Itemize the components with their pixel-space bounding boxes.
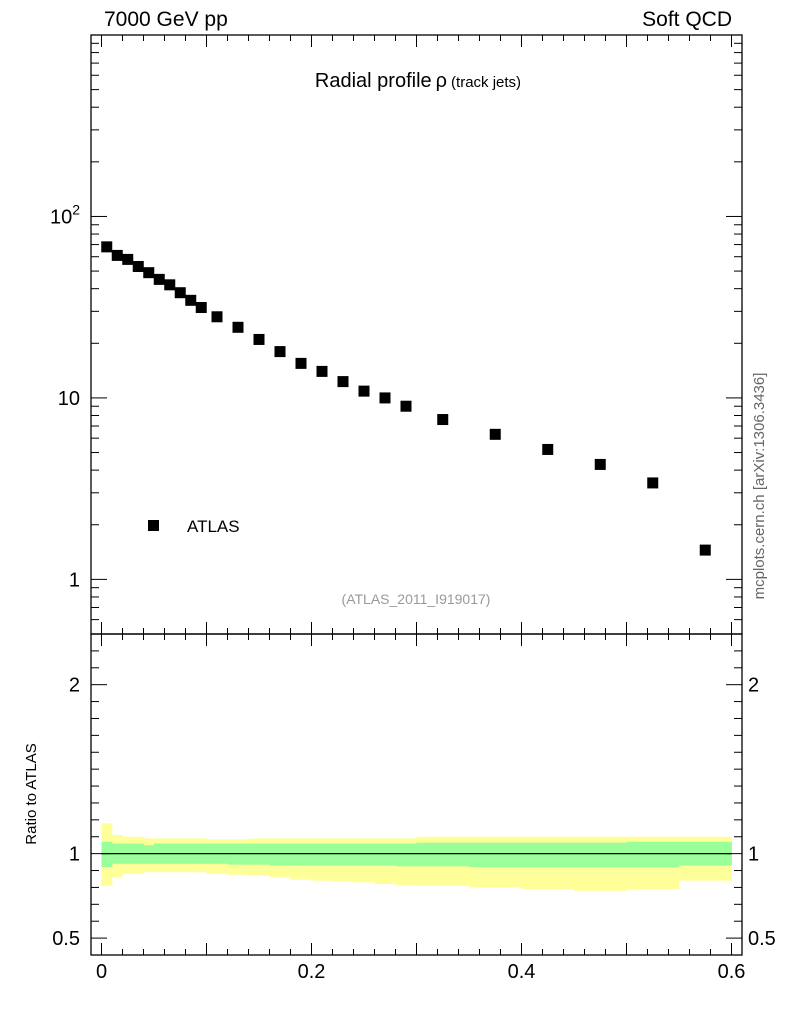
data-point: [594, 458, 606, 470]
x-tick-label: 0.2: [298, 961, 326, 983]
stat-uncertainty-band: [290, 843, 312, 866]
stat-uncertainty-band: [332, 843, 354, 866]
stat-uncertainty-band: [395, 843, 417, 867]
chart-title-symbol: ρ: [436, 70, 447, 92]
data-point: [185, 294, 197, 306]
y-tick-label-right: 0.5: [748, 928, 776, 950]
y-tick-label: 2: [69, 675, 80, 697]
stat-uncertainty-band: [521, 842, 575, 868]
data-point: [232, 321, 244, 333]
data-point: [337, 376, 349, 388]
data-point: [437, 414, 449, 426]
ratio-y-axis-label: Ratio to ATLAS: [23, 743, 40, 844]
stat-uncertainty-band: [311, 843, 333, 866]
chart-title-main: Radial profile: [315, 70, 432, 92]
legend-marker: [148, 520, 159, 531]
main-plot: Radial profile ρ (track jets) (ATLAS_2011_…: [50, 34, 743, 635]
data-point: [153, 273, 165, 285]
stat-uncertainty-band: [269, 843, 291, 866]
data-point: [253, 333, 265, 345]
data-point: [101, 241, 113, 253]
data-point: [295, 357, 307, 369]
data-point: [379, 392, 391, 404]
y-tick-label: 102: [50, 201, 80, 228]
data-point: [211, 311, 223, 323]
data-point: [164, 279, 176, 291]
chart-title: Radial profile ρ (track jets): [315, 70, 521, 92]
ratio-plot: Ratio to ATLAS 0 0.2 0.4 0.60.5 0.51 12 2: [23, 633, 776, 983]
stat-uncertainty-band: [416, 842, 470, 867]
data-point: [316, 365, 328, 377]
main-plot-frame: [90, 34, 743, 635]
y-tick-label: 1: [69, 569, 80, 591]
stat-uncertainty-band: [374, 843, 396, 866]
data-point: [111, 249, 123, 261]
data-point: [358, 385, 370, 397]
header-right-label: Soft QCD: [642, 8, 732, 31]
y-tick-label-right: 2: [748, 675, 759, 697]
data-point: [122, 253, 134, 265]
stat-uncertainty-band: [353, 843, 375, 866]
data-point: [195, 301, 207, 313]
stat-uncertainty-band: [574, 842, 627, 868]
data-point: [542, 443, 554, 455]
stat-uncertainty-band: [101, 841, 113, 868]
y-tick-label: 1: [69, 844, 80, 866]
stat-uncertainty-band: [143, 845, 155, 864]
y-tick-label: 10: [58, 388, 80, 410]
ratio-plot-frame: [90, 633, 743, 956]
data-point: [174, 287, 186, 299]
legend: ATLAS: [148, 517, 240, 536]
chart-title-suffix: (track jets): [451, 74, 521, 91]
data-point: [274, 346, 286, 358]
stat-uncertainty-band: [626, 841, 680, 868]
y-tick-label-right: 1: [748, 844, 759, 866]
legend-label: ATLAS: [187, 517, 240, 536]
x-tick-label: 0.6: [718, 961, 746, 983]
analysis-tag: (ATLAS_2011_I919017): [342, 591, 491, 607]
data-point: [489, 428, 501, 440]
data-point: [132, 260, 144, 272]
stat-uncertainty-band: [469, 842, 522, 868]
watermark-label: mcplots.cern.ch [arXiv:1306.3436]: [751, 373, 768, 600]
header-left-label: 7000 GeV pp: [104, 8, 228, 31]
data-point: [143, 267, 155, 279]
y-tick-label: 0.5: [52, 928, 80, 950]
data-point: [699, 544, 711, 556]
data-point: [647, 477, 659, 489]
data-point: [400, 400, 412, 412]
x-tick-label: 0.4: [508, 961, 536, 983]
x-tick-label: 0: [96, 961, 107, 983]
